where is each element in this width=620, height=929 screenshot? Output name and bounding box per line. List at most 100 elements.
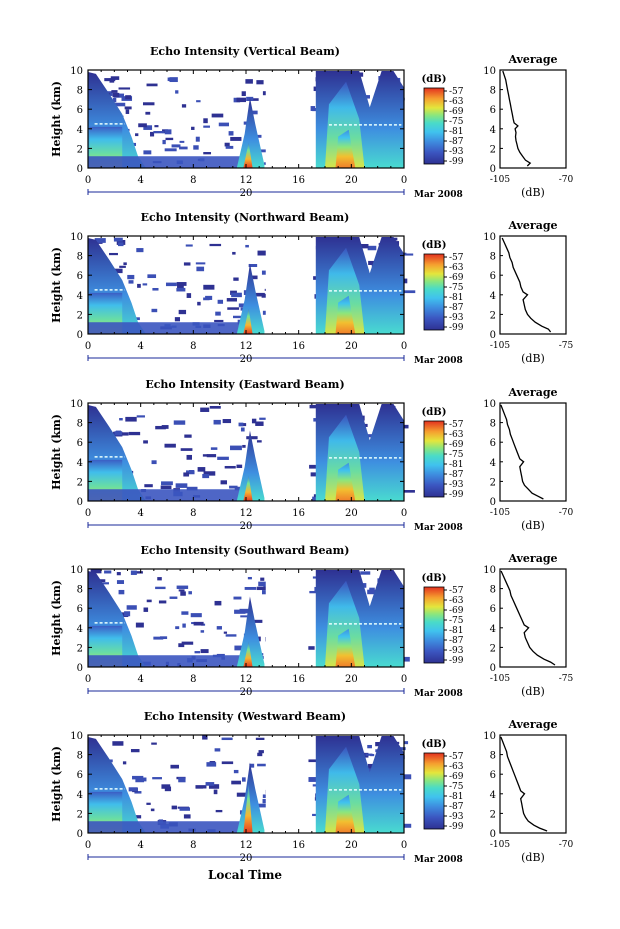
profile-y-tick-label: 0 xyxy=(490,663,496,674)
colorbar-label: (dB) xyxy=(422,74,447,85)
profile-y-tick-label: 0 xyxy=(490,164,496,175)
x-tick-label: 16 xyxy=(292,175,305,186)
echo-cell xyxy=(356,243,369,249)
profile-x-tick-label: -105 xyxy=(490,341,510,351)
echo-cell xyxy=(367,763,373,769)
profile-frame xyxy=(499,568,567,668)
echo-cell xyxy=(230,445,242,451)
echo-cell xyxy=(137,283,141,288)
x-tick-label: 0 xyxy=(401,674,407,685)
echo-cell xyxy=(206,454,217,458)
echo-cell xyxy=(255,737,265,740)
y-tick-label: 0 xyxy=(77,663,83,674)
echo-cell xyxy=(125,416,137,422)
colorbar-tick-label: -87 xyxy=(449,303,464,313)
echo-cell xyxy=(203,297,210,301)
echo-cell xyxy=(113,237,123,242)
echo-cell xyxy=(358,72,364,77)
echo-cell xyxy=(109,252,118,256)
profile-y-tick-label: 0 xyxy=(490,497,496,508)
echo-cell xyxy=(217,456,229,460)
colorbar-label: (dB) xyxy=(422,739,447,750)
echo-cell xyxy=(200,649,209,654)
y-tick-label: 4 xyxy=(77,458,83,469)
colorbar-tick-label: -57 xyxy=(449,87,464,97)
x-tick-label: 8 xyxy=(190,674,196,685)
echo-cell xyxy=(130,749,140,753)
echo-cell xyxy=(171,144,181,148)
echo-cell xyxy=(402,424,409,429)
echo-cell xyxy=(256,586,268,591)
echo-cell xyxy=(367,744,372,749)
y-tick-label: 4 xyxy=(77,291,83,302)
colorbar xyxy=(423,253,445,331)
profile-y-tick-label: 2 xyxy=(490,477,496,488)
x-tick-label: 8 xyxy=(190,508,196,519)
echo-cell xyxy=(222,419,232,424)
colorbar-tick-label: -87 xyxy=(449,802,464,812)
echo-cell xyxy=(202,454,208,457)
echo-cell xyxy=(256,440,262,443)
echo-cell xyxy=(123,262,127,266)
profile-line xyxy=(501,237,552,333)
profile-y-tick-label: 6 xyxy=(490,105,496,116)
echo-cell xyxy=(401,656,410,662)
profile-y-tick-label: 0 xyxy=(490,829,496,840)
echo-cell xyxy=(128,787,138,792)
echo-cell xyxy=(252,110,258,115)
echo-cell xyxy=(240,615,249,618)
echo-cell xyxy=(233,596,242,600)
echo-cell xyxy=(227,307,240,310)
echo-cell xyxy=(155,425,166,430)
y-axis-label: Height (km) xyxy=(50,746,63,822)
echo-cell xyxy=(232,251,236,255)
y-tick-label: 0 xyxy=(77,164,83,175)
echo-cell xyxy=(310,106,316,111)
colorbar-tick-label: -63 xyxy=(449,762,464,772)
colorbar-tick-label: -93 xyxy=(449,812,464,822)
echo-cell xyxy=(170,764,180,769)
echo-cell xyxy=(234,645,244,651)
x-tick-label: 20 xyxy=(345,341,358,352)
x-tick-label: 8 xyxy=(190,840,196,851)
profile-xlabel: (dB) xyxy=(521,685,545,698)
colorbar-tick-label: -57 xyxy=(449,420,464,430)
profile-title: Average xyxy=(507,552,557,565)
date-month-year-label: Mar 2008 xyxy=(414,689,463,699)
echo-cell xyxy=(262,91,268,96)
profile-y-tick-label: 10 xyxy=(483,66,496,77)
profile-title: Average xyxy=(507,53,557,66)
echo-cell xyxy=(190,613,202,618)
echo-region-evening-core xyxy=(335,295,356,334)
echo-cell xyxy=(146,599,152,603)
colorbar-tick-label: -63 xyxy=(449,263,464,273)
echo-cell xyxy=(246,436,258,440)
y-tick-label: 0 xyxy=(77,330,83,341)
colorbar-tick-label: -69 xyxy=(449,606,464,616)
echo-cell xyxy=(370,753,375,757)
echo-cell xyxy=(221,737,233,741)
x-tick-label: 20 xyxy=(345,840,358,851)
echo-cell xyxy=(136,415,145,418)
heatmap-field xyxy=(88,70,405,168)
echo-region-noon xyxy=(236,97,265,168)
echo-cell xyxy=(249,98,259,101)
echo-cell xyxy=(145,111,151,115)
x-tick-label: 20 xyxy=(345,175,358,186)
echo-cell xyxy=(367,245,377,251)
echo-cell xyxy=(209,405,221,409)
echo-cell xyxy=(200,630,205,633)
echo-cell xyxy=(229,485,238,489)
echo-cell xyxy=(313,276,317,280)
colorbar-tick-label: -81 xyxy=(449,792,464,802)
x-tick-label: 4 xyxy=(137,175,143,186)
echo-cell xyxy=(225,634,237,637)
profile-x-tick-label: -70 xyxy=(559,175,574,185)
echo-cell xyxy=(178,589,185,592)
echo-cell xyxy=(236,792,249,797)
echo-cell xyxy=(256,80,264,85)
profile-x-tick-label: -105 xyxy=(490,674,510,684)
echo-cell xyxy=(206,762,217,767)
heatmap-field xyxy=(88,568,410,667)
